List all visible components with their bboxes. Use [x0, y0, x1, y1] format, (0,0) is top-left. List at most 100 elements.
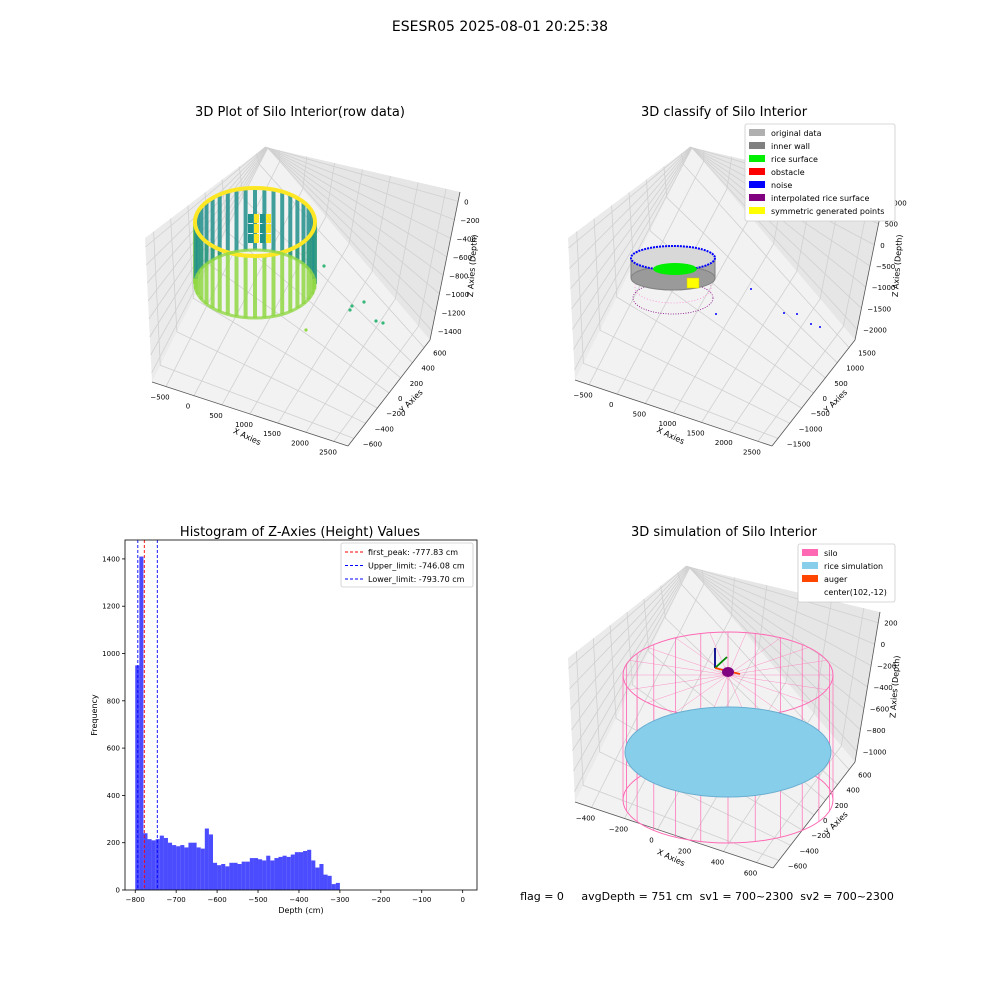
sim-y-axis-line [772, 761, 856, 869]
hist-title: Histogram of Z-Axies (Height) Values [180, 525, 420, 540]
raw-gridline-x [249, 169, 363, 415]
raw-z-tick-label: −400 [457, 235, 476, 243]
hist-bar [319, 863, 324, 890]
hist-bar [307, 849, 312, 890]
classify-x-tick-label: 1000 [659, 420, 677, 428]
hist-bar [327, 875, 332, 890]
sim-gridline-x [723, 600, 832, 852]
sim-y-tick-label: −600 [788, 862, 807, 870]
raw-gridline-z [145, 146, 459, 248]
hist-bar [245, 861, 250, 890]
classify-interpolated-ring [634, 272, 712, 304]
raw-gridline-x [193, 156, 308, 396]
hist-bar [176, 846, 181, 890]
classify-legend-label: rice surface [771, 155, 818, 164]
sim-legend-label: silo [824, 549, 838, 558]
sim-center-marker [722, 667, 734, 677]
raw-x-axis-line [151, 381, 349, 447]
raw-outlier-point [362, 300, 366, 304]
raw-interior-point [254, 234, 259, 243]
sim-y-tick-label: −200 [811, 832, 830, 840]
footer-status-text: flag = 0 avgDepth = 751 cm sv1 = 700~230… [520, 890, 894, 903]
hist-bar [286, 856, 291, 890]
sim-y-tick-label: 600 [858, 772, 871, 780]
classify-gridline-y [646, 179, 826, 379]
hist-bar [311, 860, 316, 890]
hist-bar [204, 828, 209, 890]
hist-y-tick-label: 800 [107, 697, 120, 705]
classify-legend-swatch [749, 142, 765, 149]
hist-y-tick-label: 1000 [102, 650, 120, 658]
raw-gridline-x [333, 188, 447, 442]
classify-z-tick-label: 0 [880, 242, 884, 250]
sim-x-axis-line [574, 801, 774, 869]
hist-bar [180, 845, 185, 890]
hist-bar [323, 874, 328, 890]
classify-x-tick-label: 500 [633, 411, 646, 419]
hist-x-tick-label: −100 [412, 896, 431, 904]
hist-bar [298, 852, 304, 890]
classify-legend-swatch [749, 181, 765, 188]
classify-title: 3D classify of Silo Interior [641, 105, 808, 120]
raw-y-axis-line [347, 339, 431, 447]
sim-legend-label: center(102,-12) [824, 588, 887, 597]
raw-3d-plot: −50005001000150020002500−600−400−2000200… [145, 146, 480, 456]
sim-x-tick-label: −200 [609, 826, 628, 834]
hist-bar [335, 882, 340, 890]
hist-bar [151, 840, 156, 890]
raw-y-tick-label: 400 [421, 365, 434, 373]
classify-y-axis-line [771, 339, 856, 447]
classify-symmetric-points [686, 277, 700, 289]
hist-bar [167, 842, 173, 890]
classify-x-tick-label: 2500 [743, 448, 761, 456]
sim-z-tick-label: 200 [884, 620, 897, 628]
raw-z-tick-label: −800 [449, 272, 468, 280]
sim-y-tick-label: 0 [823, 817, 827, 825]
raw-z-tick-label: −1400 [438, 328, 462, 336]
raw-gridline-x [221, 163, 335, 406]
raw-gridline-x [305, 182, 419, 433]
raw-wall-top-rim [193, 186, 317, 258]
raw-gridline-y [170, 218, 366, 424]
hist-x-tick-label: −600 [207, 896, 226, 904]
hist-bar [253, 858, 259, 890]
classify-y-tick-label: 1500 [858, 350, 876, 358]
raw-y-tick-label: −600 [363, 440, 382, 448]
hist-bar [233, 862, 238, 890]
raw-interior-point [260, 234, 265, 243]
classify-legend-label: symmetric generated points [771, 207, 884, 216]
classify-legend-label: noise [771, 181, 792, 190]
classify-noise-point [750, 288, 752, 290]
classify-x-tick-label: 1500 [687, 429, 705, 437]
hist-bar [262, 860, 267, 890]
sim-silo-roof-spoke [675, 674, 729, 713]
classify-x-axis-label: X Axies [655, 425, 686, 446]
hist-bar [135, 665, 140, 890]
classify-gridline-y [663, 166, 838, 363]
classify-z-tick-label: 1000 [889, 200, 907, 208]
raw-gridline-x [277, 175, 391, 424]
hist-bar [196, 847, 201, 890]
raw-interior-point [260, 224, 265, 233]
sim-silo-roof-spoke [629, 674, 729, 690]
raw-z-tick-label: −200 [460, 217, 479, 225]
sim-z-axis-label: Z Axies (Depth) [888, 655, 901, 718]
sim-x-tick-label: 0 [649, 837, 653, 845]
classify-y-tick-label: −1500 [787, 440, 811, 448]
raw-y-tick-label: 600 [433, 350, 446, 358]
hist-bar [208, 834, 213, 890]
classify-legend-label: interpolated rice surface [771, 194, 869, 203]
sim-z-tick-label: −800 [866, 727, 885, 735]
hist-legend-label: Lower_limit: -793.70 cm [368, 575, 465, 584]
hist-plot-area [125, 540, 477, 890]
hist-bar [159, 835, 164, 890]
hist-bar [258, 859, 263, 890]
raw-interior-point [254, 214, 259, 223]
sim-silo-roof-spoke [727, 660, 827, 676]
hist-y-tick-label: 1400 [102, 555, 120, 563]
hist-bar [303, 850, 308, 890]
hist-bar [217, 865, 222, 890]
classify-left-pane [568, 147, 692, 380]
hist-bar [188, 842, 193, 890]
raw-outlier-point [322, 264, 326, 268]
